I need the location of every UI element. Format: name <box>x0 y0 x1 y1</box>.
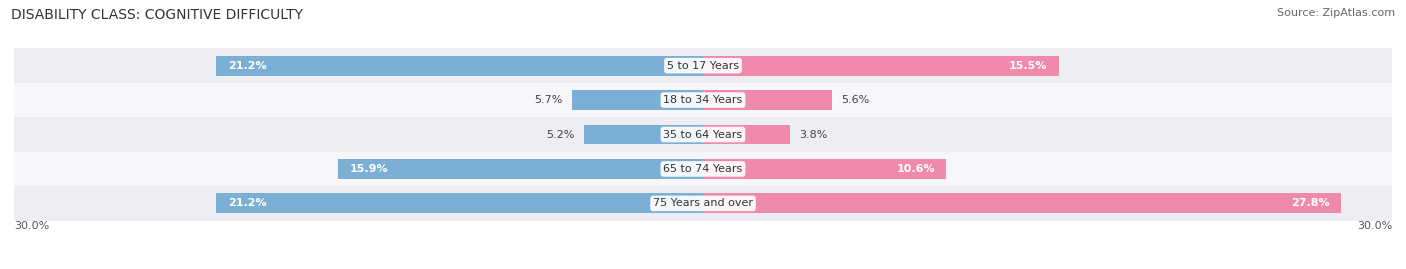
Bar <box>703 90 831 110</box>
Text: 30.0%: 30.0% <box>14 221 49 231</box>
Bar <box>703 193 1341 213</box>
Bar <box>14 186 1392 221</box>
Text: 18 to 34 Years: 18 to 34 Years <box>664 95 742 105</box>
Text: 27.8%: 27.8% <box>1291 198 1330 208</box>
Bar <box>337 159 703 179</box>
Bar <box>14 83 1392 117</box>
Text: 65 to 74 Years: 65 to 74 Years <box>664 164 742 174</box>
Text: 21.2%: 21.2% <box>228 61 266 71</box>
Bar <box>217 56 703 76</box>
Text: 10.6%: 10.6% <box>896 164 935 174</box>
Bar <box>703 159 946 179</box>
Text: 5.2%: 5.2% <box>546 129 575 140</box>
Bar <box>14 48 1392 83</box>
Bar <box>572 90 703 110</box>
Bar <box>217 193 703 213</box>
Bar <box>14 152 1392 186</box>
Text: 5 to 17 Years: 5 to 17 Years <box>666 61 740 71</box>
Text: 15.9%: 15.9% <box>349 164 388 174</box>
Text: 5.6%: 5.6% <box>841 95 869 105</box>
Bar <box>703 56 1059 76</box>
Bar <box>703 125 790 144</box>
Text: 15.5%: 15.5% <box>1010 61 1047 71</box>
Text: 5.7%: 5.7% <box>534 95 562 105</box>
Text: 35 to 64 Years: 35 to 64 Years <box>664 129 742 140</box>
Text: 3.8%: 3.8% <box>800 129 828 140</box>
Text: 75 Years and over: 75 Years and over <box>652 198 754 208</box>
Bar <box>14 117 1392 152</box>
Text: DISABILITY CLASS: COGNITIVE DIFFICULTY: DISABILITY CLASS: COGNITIVE DIFFICULTY <box>11 8 304 22</box>
Text: 30.0%: 30.0% <box>1357 221 1392 231</box>
Bar <box>583 125 703 144</box>
Text: Source: ZipAtlas.com: Source: ZipAtlas.com <box>1277 8 1395 18</box>
Text: 21.2%: 21.2% <box>228 198 266 208</box>
